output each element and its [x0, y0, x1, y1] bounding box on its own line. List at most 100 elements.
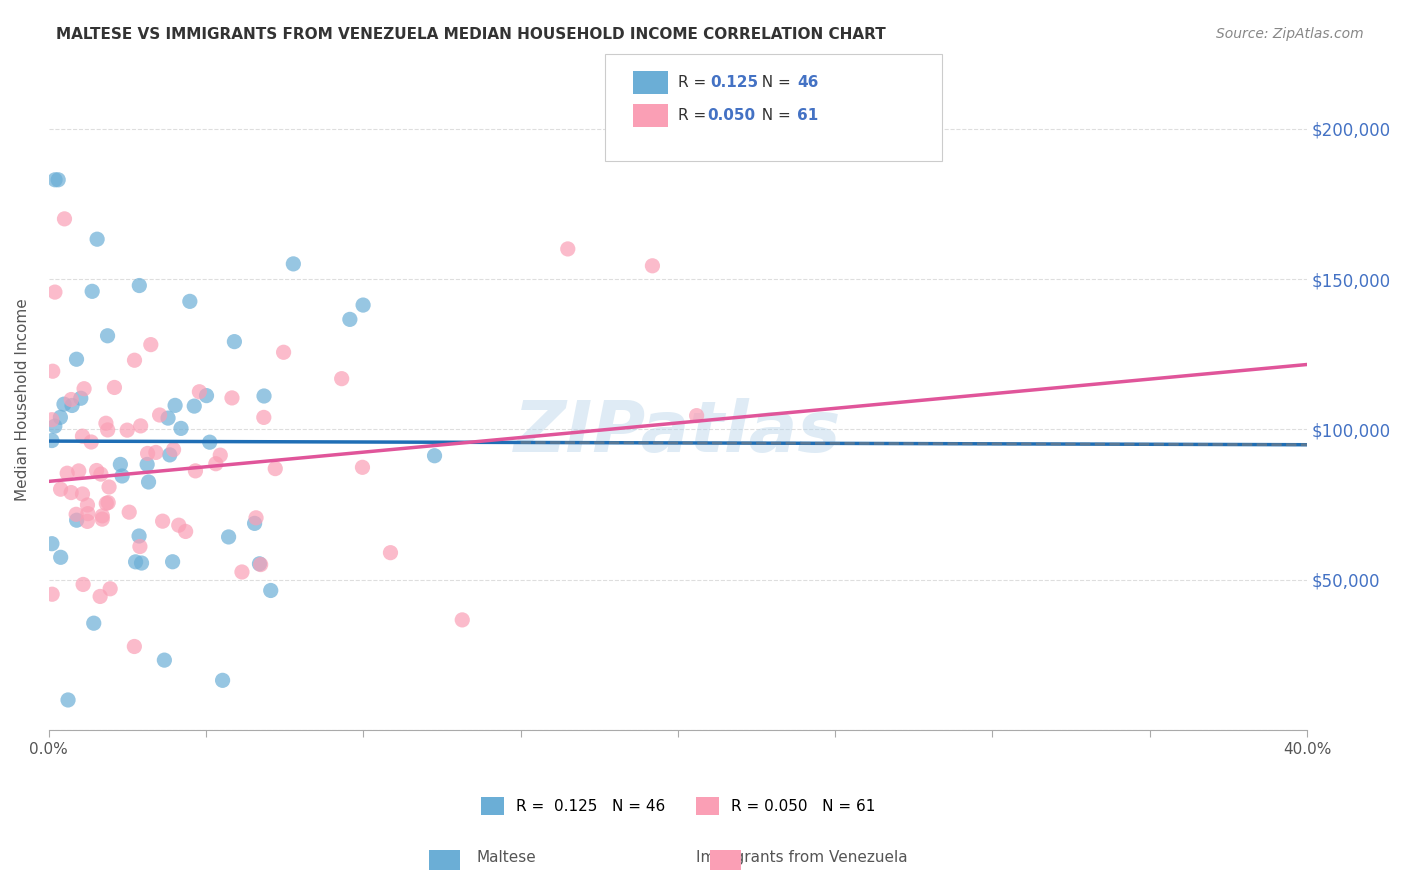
Maltese — [243, 516, 266, 531]
Immigrants from Venezuela — [162, 442, 184, 457]
Immigrants from Venezuela — [209, 448, 232, 462]
Text: N =: N = — [752, 108, 796, 122]
Immigrants from Venezuela — [42, 364, 65, 378]
Maltese — [66, 513, 89, 527]
Maltese — [65, 352, 87, 367]
Immigrants from Venezuela — [149, 408, 172, 422]
Immigrants from Venezuela — [65, 508, 87, 522]
Maltese — [218, 530, 240, 544]
Immigrants from Venezuela — [231, 565, 253, 579]
Immigrants from Venezuela — [253, 410, 276, 425]
Maltese — [124, 555, 146, 569]
Immigrants from Venezuela — [73, 382, 96, 396]
Maltese — [83, 616, 105, 631]
Maltese — [82, 285, 104, 299]
Text: 0.125: 0.125 — [710, 75, 758, 89]
Maltese — [131, 556, 153, 570]
Immigrants from Venezuela — [380, 546, 402, 560]
Immigrants from Venezuela — [72, 577, 94, 591]
Immigrants from Venezuela — [72, 429, 94, 443]
Immigrants from Venezuela — [60, 392, 83, 407]
Maltese — [53, 397, 76, 411]
Maltese — [283, 257, 305, 271]
Immigrants from Venezuela — [273, 345, 295, 359]
Immigrants from Venezuela — [56, 467, 79, 481]
Maltese — [44, 419, 66, 434]
Maltese — [157, 411, 180, 425]
Immigrants from Venezuela — [76, 498, 98, 512]
Immigrants from Venezuela — [60, 485, 83, 500]
Immigrants from Venezuela — [72, 487, 94, 501]
Point — [53, 211, 76, 226]
Maltese — [49, 410, 72, 425]
Immigrants from Venezuela — [118, 505, 141, 519]
Immigrants from Venezuela — [89, 590, 111, 604]
Immigrants from Venezuela — [641, 259, 664, 273]
Maltese — [110, 458, 132, 472]
Text: MALTESE VS IMMIGRANTS FROM VENEZUELA MEDIAN HOUSEHOLD INCOME CORRELATION CHART: MALTESE VS IMMIGRANTS FROM VENEZUELA MED… — [56, 27, 886, 42]
Immigrants from Venezuela — [129, 540, 152, 554]
Maltese — [153, 653, 176, 667]
Maltese — [162, 555, 184, 569]
Text: R =: R = — [678, 75, 716, 89]
Immigrants from Venezuela — [188, 384, 211, 399]
Maltese — [352, 298, 374, 312]
Immigrants from Venezuela — [205, 457, 228, 471]
Immigrants from Venezuela — [330, 372, 353, 386]
Immigrants from Venezuela — [184, 464, 207, 478]
Text: 61: 61 — [797, 108, 818, 122]
Immigrants from Venezuela — [49, 482, 72, 496]
Immigrants from Venezuela — [91, 508, 114, 523]
Point — [557, 242, 579, 256]
Text: Source: ZipAtlas.com: Source: ZipAtlas.com — [1216, 27, 1364, 41]
Text: 0.050: 0.050 — [707, 108, 755, 122]
Immigrants from Venezuela — [124, 640, 146, 654]
Immigrants from Venezuela — [264, 461, 287, 475]
Immigrants from Venezuela — [80, 435, 103, 450]
Immigrants from Venezuela — [41, 587, 63, 601]
Immigrants from Venezuela — [245, 511, 267, 525]
Maltese — [198, 435, 221, 450]
Maltese — [69, 391, 91, 405]
Immigrants from Venezuela — [451, 613, 474, 627]
Maltese — [60, 399, 83, 413]
Immigrants from Venezuela — [685, 409, 707, 423]
Maltese — [224, 334, 246, 349]
Maltese — [111, 469, 134, 483]
Immigrants from Venezuela — [97, 423, 120, 437]
Maltese — [159, 448, 181, 462]
Immigrants from Venezuela — [96, 496, 118, 510]
Maltese — [46, 173, 69, 187]
Maltese — [128, 529, 150, 543]
Immigrants from Venezuela — [98, 582, 121, 596]
Immigrants from Venezuela — [115, 423, 138, 437]
Immigrants from Venezuela — [152, 514, 174, 528]
Immigrants from Venezuela — [97, 495, 120, 509]
Text: R =: R = — [678, 108, 711, 122]
Maltese — [183, 399, 205, 413]
Maltese — [96, 328, 118, 343]
Maltese — [170, 421, 193, 435]
Immigrants from Venezuela — [86, 463, 108, 477]
Maltese — [249, 557, 271, 571]
Legend: R =  0.125   N = 46, R = 0.050   N = 61: R = 0.125 N = 46, R = 0.050 N = 61 — [475, 790, 882, 822]
Maltese — [260, 583, 283, 598]
Maltese — [41, 434, 63, 448]
Immigrants from Venezuela — [90, 467, 112, 482]
Maltese — [86, 232, 108, 246]
Immigrants from Venezuela — [352, 460, 374, 475]
Immigrants from Venezuela — [136, 446, 159, 460]
Immigrants from Venezuela — [98, 480, 121, 494]
Y-axis label: Median Household Income: Median Household Income — [15, 298, 30, 500]
Maltese — [211, 673, 233, 688]
Maltese — [423, 449, 446, 463]
Text: Immigrants from Venezuela: Immigrants from Venezuela — [696, 850, 907, 865]
Immigrants from Venezuela — [221, 391, 243, 405]
Immigrants from Venezuela — [67, 464, 90, 478]
Maltese — [41, 537, 63, 551]
Text: Maltese: Maltese — [477, 850, 536, 865]
Immigrants from Venezuela — [41, 413, 63, 427]
Maltese — [179, 294, 201, 309]
Immigrants from Venezuela — [76, 515, 98, 529]
Immigrants from Venezuela — [174, 524, 197, 539]
